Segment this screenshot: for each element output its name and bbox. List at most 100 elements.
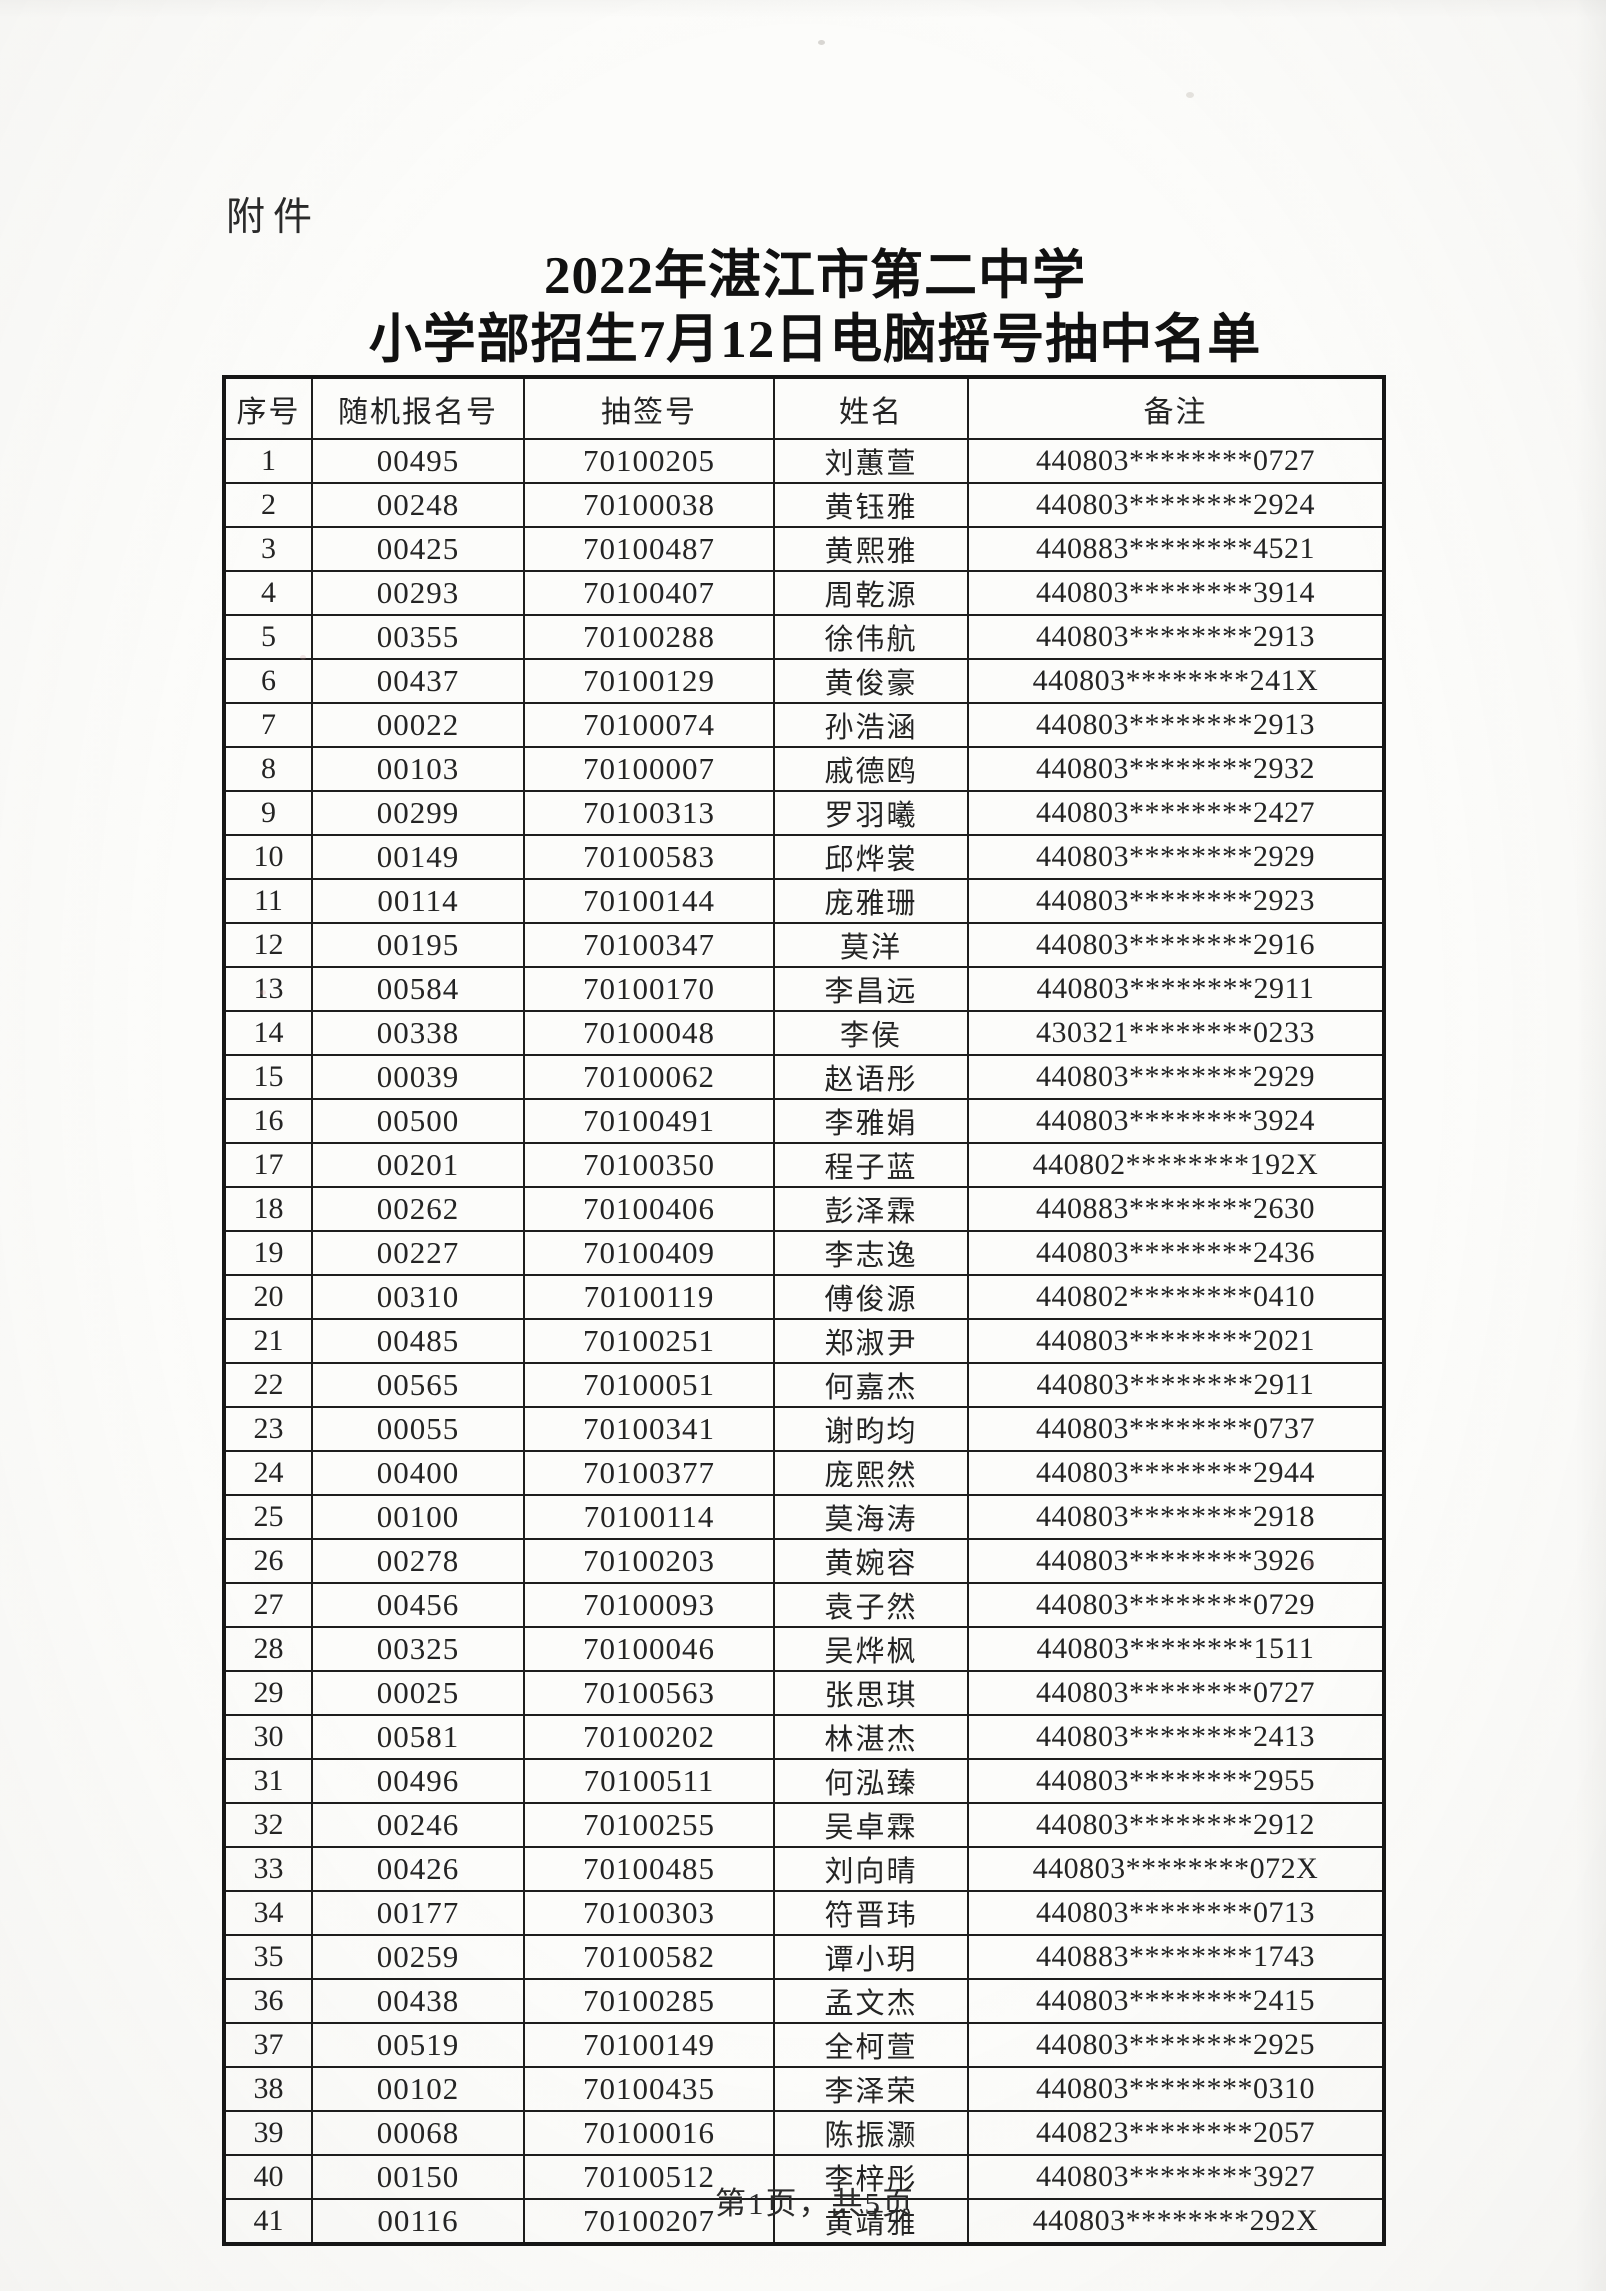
cell-remark: 440803********0713 <box>967 1890 1385 1936</box>
cell-seq: 27 <box>223 1582 313 1628</box>
cell-remark: 440803********2913 <box>967 702 1385 748</box>
cell-name: 邱烨裳 <box>773 834 969 880</box>
cell-lottery-no: 70100563 <box>523 1670 775 1716</box>
table-row: 31 00496 70100511 何泓臻 440803********2955 <box>223 1758 1385 1804</box>
cell-reg-no: 00438 <box>311 1978 525 2024</box>
cell-reg-no: 00177 <box>311 1890 525 1936</box>
cell-remark: 440823********2057 <box>967 2110 1385 2156</box>
cell-remark: 440883********1743 <box>967 1934 1385 1980</box>
cell-seq: 31 <box>223 1758 313 1804</box>
cell-name: 林湛杰 <box>773 1714 969 1760</box>
cell-name: 程子蓝 <box>773 1142 969 1188</box>
cell-name: 李梓彤 <box>773 2154 969 2200</box>
cell-reg-no: 00293 <box>311 570 525 616</box>
cell-lottery-no: 70100288 <box>523 614 775 660</box>
cell-name: 李志逸 <box>773 1230 969 1276</box>
cell-seq: 2 <box>223 482 313 528</box>
cell-remark: 440803********2923 <box>967 878 1385 924</box>
cell-reg-no: 00102 <box>311 2066 525 2112</box>
cell-lottery-no: 70100093 <box>523 1582 775 1628</box>
cell-name: 何泓臻 <box>773 1758 969 1804</box>
cell-name: 吴烨枫 <box>773 1626 969 1672</box>
cell-seq: 28 <box>223 1626 313 1672</box>
cell-lottery-no: 70100511 <box>523 1758 775 1804</box>
cell-lottery-no: 70100207 <box>523 2198 775 2245</box>
header-cell-reg-no: 随机报名号 <box>311 376 525 440</box>
cell-lottery-no: 70100583 <box>523 834 775 880</box>
cell-name: 孟文杰 <box>773 1978 969 2024</box>
cell-name: 徐伟航 <box>773 614 969 660</box>
cell-remark: 440803********3924 <box>967 1098 1385 1144</box>
cell-remark: 440803********2912 <box>967 1802 1385 1848</box>
cell-seq: 30 <box>223 1714 313 1760</box>
table-row: 20 00310 70100119 傅俊源 440802********0410 <box>223 1274 1385 1320</box>
cell-name: 张思琪 <box>773 1670 969 1716</box>
cell-seq: 3 <box>223 526 313 572</box>
cell-reg-no: 00195 <box>311 922 525 968</box>
cell-lottery-no: 70100341 <box>523 1406 775 1452</box>
table-row: 32 00246 70100255 吴卓霖 440803********2912 <box>223 1802 1385 1848</box>
cell-lottery-no: 70100062 <box>523 1054 775 1100</box>
header-cell-lottery-no: 抽签号 <box>523 376 775 440</box>
cell-name: 孙浩涵 <box>773 702 969 748</box>
cell-reg-no: 00495 <box>311 438 525 484</box>
cell-name: 黄俊豪 <box>773 658 969 704</box>
cell-reg-no: 00114 <box>311 878 525 924</box>
scan-speck <box>818 40 825 45</box>
cell-name: 黄靖雅 <box>773 2198 969 2245</box>
cell-seq: 39 <box>223 2110 313 2156</box>
cell-reg-no: 00116 <box>311 2198 525 2245</box>
cell-name: 谭小玥 <box>773 1934 969 1980</box>
cell-name: 全柯萱 <box>773 2022 969 2068</box>
cell-reg-no: 00519 <box>311 2022 525 2068</box>
cell-remark: 440803********241X <box>967 658 1385 704</box>
table-row: 11 00114 70100144 庞雅珊 440803********2923 <box>223 878 1385 924</box>
cell-name: 李雅娟 <box>773 1098 969 1144</box>
cell-lottery-no: 70100485 <box>523 1846 775 1892</box>
header-cell-remark: 备注 <box>967 376 1385 440</box>
cell-reg-no: 00325 <box>311 1626 525 1672</box>
cell-remark: 440803********2413 <box>967 1714 1385 1760</box>
cell-lottery-no: 70100119 <box>523 1274 775 1320</box>
cell-remark: 440803********2911 <box>967 1362 1385 1408</box>
table-row: 1 00495 70100205 刘蕙萱 440803********0727 <box>223 438 1385 484</box>
cell-seq: 18 <box>223 1186 313 1232</box>
cell-lottery-no: 70100144 <box>523 878 775 924</box>
cell-seq: 13 <box>223 966 313 1012</box>
cell-name: 黄钰雅 <box>773 482 969 528</box>
cell-lottery-no: 70100409 <box>523 1230 775 1276</box>
cell-remark: 440803********2911 <box>967 966 1385 1012</box>
cell-reg-no: 00248 <box>311 482 525 528</box>
cell-lottery-no: 70100051 <box>523 1362 775 1408</box>
cell-remark: 440803********2932 <box>967 746 1385 792</box>
cell-seq: 22 <box>223 1362 313 1408</box>
cell-reg-no: 00149 <box>311 834 525 880</box>
table-row: 17 00201 70100350 程子蓝 440802********192X <box>223 1142 1385 1188</box>
cell-seq: 17 <box>223 1142 313 1188</box>
cell-seq: 21 <box>223 1318 313 1364</box>
cell-seq: 33 <box>223 1846 313 1892</box>
cell-lottery-no: 70100285 <box>523 1978 775 2024</box>
cell-remark: 440803********2913 <box>967 614 1385 660</box>
cell-lottery-no: 70100048 <box>523 1010 775 1056</box>
cell-lottery-no: 70100582 <box>523 1934 775 1980</box>
cell-reg-no: 00025 <box>311 1670 525 1716</box>
cell-name: 庞熙然 <box>773 1450 969 1496</box>
cell-seq: 8 <box>223 746 313 792</box>
cell-remark: 440803********0737 <box>967 1406 1385 1452</box>
cell-reg-no: 00262 <box>311 1186 525 1232</box>
cell-lottery-no: 70100251 <box>523 1318 775 1364</box>
table-row: 27 00456 70100093 袁子然 440803********0729 <box>223 1582 1385 1628</box>
table-row: 19 00227 70100409 李志逸 440803********2436 <box>223 1230 1385 1276</box>
cell-seq: 12 <box>223 922 313 968</box>
cell-reg-no: 00259 <box>311 1934 525 1980</box>
cell-seq: 26 <box>223 1538 313 1584</box>
attachment-label: 附件 <box>226 196 321 239</box>
table-body: 1 00495 70100205 刘蕙萱 440803********0727 2 0024… <box>223 438 1385 2245</box>
table-row: 3 00425 70100487 黄熙雅 440883********4521 <box>223 526 1385 572</box>
cell-remark: 440803********2929 <box>967 834 1385 880</box>
cell-seq: 11 <box>223 878 313 924</box>
cell-remark: 440883********4521 <box>967 526 1385 572</box>
cell-name: 傅俊源 <box>773 1274 969 1320</box>
cell-lottery-no: 70100491 <box>523 1098 775 1144</box>
